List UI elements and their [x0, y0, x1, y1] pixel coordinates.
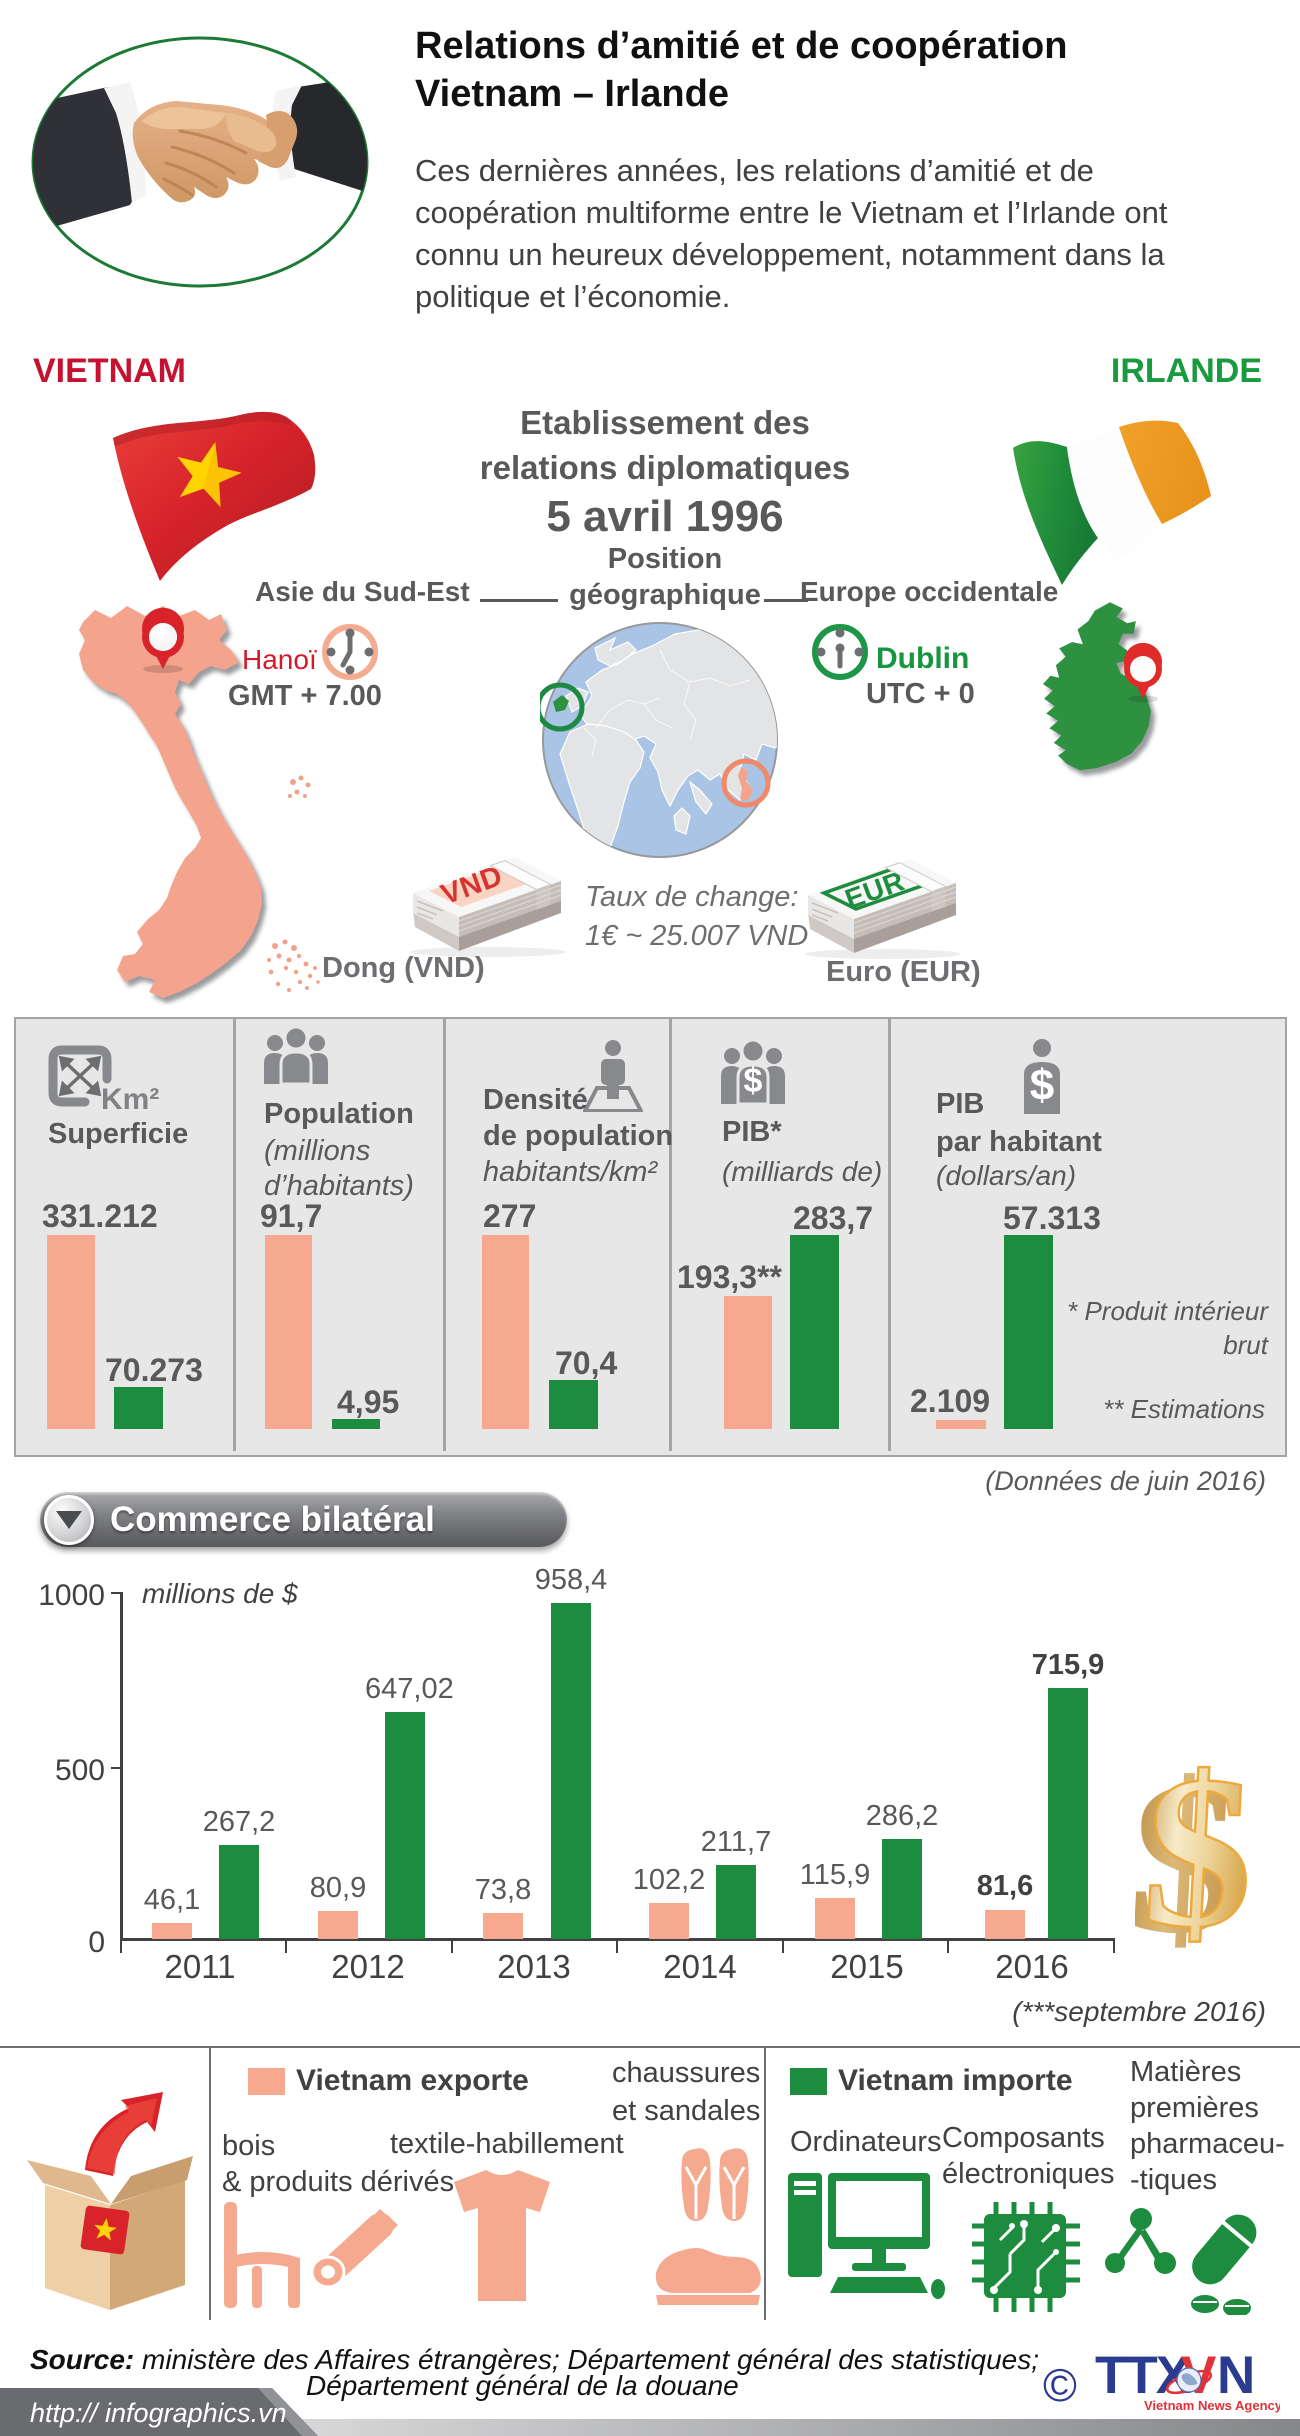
svg-text:N: N — [1217, 2348, 1253, 2405]
svg-text:Vietnam News Agency: Vietnam News Agency — [1144, 2398, 1280, 2413]
svg-text:$: $ — [744, 1062, 763, 1100]
svg-text:$: $ — [1138, 1735, 1260, 1960]
svg-text:$: $ — [1135, 1738, 1245, 1960]
svg-text:$: $ — [1030, 1061, 1054, 1110]
svg-text:TTX: TTX — [1095, 2348, 1191, 2405]
